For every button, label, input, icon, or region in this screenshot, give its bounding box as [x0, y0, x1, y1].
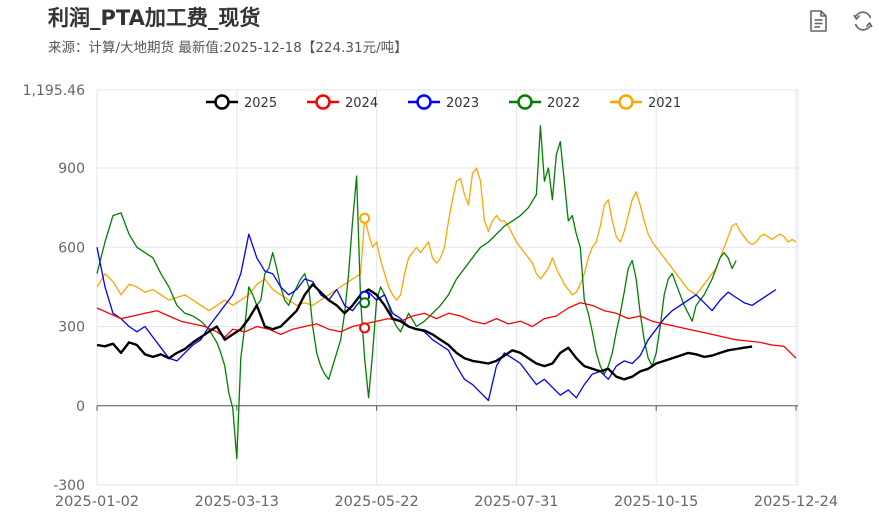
- document-icon[interactable]: [806, 8, 830, 34]
- series-line-2023: [96, 233, 777, 402]
- y-tick-label: 600: [58, 240, 85, 256]
- legend-symbol-2025: [214, 94, 230, 110]
- y-tick-label: 1,195.46: [23, 83, 85, 99]
- series-line-2024: [96, 302, 797, 359]
- x-tick-label: 2025-01-02: [55, 494, 139, 510]
- y-tick-label: -300: [53, 478, 85, 494]
- chart-title: 利润_PTA加工费_现货: [48, 6, 261, 30]
- chart-legend: 2025 2024 2023 2022 2021: [206, 94, 681, 111]
- marker-2021: [359, 212, 371, 224]
- legend-label-2023: 2023: [446, 96, 479, 111]
- y-tick-label: 300: [58, 320, 85, 336]
- legend-symbol-2022: [517, 94, 533, 110]
- legend-label-2021: 2021: [648, 96, 681, 111]
- series-line-2021: [96, 167, 797, 312]
- refresh-icon[interactable]: [850, 8, 874, 34]
- x-tick-label: 2025-12-24: [754, 494, 838, 510]
- legend-label-2022: 2022: [547, 96, 580, 111]
- legend-label-2025: 2025: [244, 96, 277, 111]
- legend-label-2024: 2024: [345, 96, 378, 111]
- x-tick-label: 2025-05-22: [334, 494, 418, 510]
- marker-2022: [359, 297, 371, 309]
- legend-symbol-2023: [416, 94, 432, 110]
- x-tick-label: 2025-10-15: [614, 494, 698, 510]
- legend-symbol-2024: [315, 94, 331, 110]
- series-line-2025: [96, 283, 753, 381]
- series-lines: [96, 125, 797, 460]
- series-markers: [359, 212, 371, 334]
- x-tick-label: 2025-07-31: [474, 494, 558, 510]
- marker-2024: [359, 322, 371, 334]
- chart-subtitle: 来源：计算/大地期货 最新值:2025-12-18【224.31元/吨】: [48, 40, 408, 56]
- y-tick-label: 0: [76, 399, 85, 415]
- y-tick-label: 900: [58, 161, 85, 177]
- series-line-2022: [96, 125, 737, 460]
- chart-axes: -300 0 300 600 900 1,195.46 2025-01-02 2025-03-…: [23, 83, 838, 510]
- legend-symbol-2021: [618, 94, 634, 110]
- grid-lines: [96, 89, 799, 486]
- x-tick-label: 2025-03-13: [195, 494, 279, 510]
